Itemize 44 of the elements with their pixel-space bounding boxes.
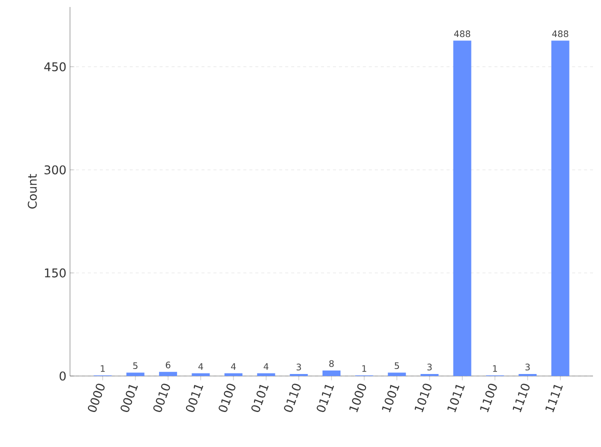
y-tick-label: 450 — [44, 62, 66, 72]
bar — [453, 40, 472, 376]
data-label: 1 — [362, 365, 366, 372]
y-tick-label: 0 — [60, 371, 66, 381]
data-label: 3 — [525, 364, 530, 370]
data-label: 5 — [394, 362, 399, 370]
data-label: 4 — [231, 363, 236, 370]
bar — [322, 370, 341, 376]
x-tick-label: 1110 — [512, 384, 530, 412]
data-label: 3 — [296, 364, 301, 370]
data-label: 1 — [100, 365, 105, 372]
bar — [388, 372, 406, 376]
data-label: 3 — [427, 364, 432, 370]
y-axis-title: Count — [28, 174, 37, 209]
bar — [257, 373, 276, 376]
x-tick-label: 0010 — [153, 384, 170, 412]
x-tick-label: 0001 — [120, 384, 138, 412]
x-tick-label: 1100 — [480, 384, 497, 412]
x-tick-label: 0000 — [88, 384, 105, 412]
data-label: 8 — [329, 360, 334, 367]
data-label: 6 — [166, 362, 170, 368]
data-label: 1 — [493, 365, 497, 372]
x-tick-label: 1011 — [447, 384, 465, 412]
y-tick-label: 150 — [44, 268, 66, 278]
data-label: 4 — [264, 363, 268, 370]
x-tick-label: 1111 — [545, 384, 563, 412]
x-tick-label: 0100 — [218, 384, 236, 412]
x-tick-label: 1010 — [414, 384, 432, 412]
data-label: 5 — [133, 362, 138, 370]
x-tick-label: 1000 — [349, 384, 366, 412]
bar — [126, 372, 144, 376]
data-label: 488 — [552, 30, 568, 38]
y-tick-label: 300 — [44, 165, 66, 174]
x-tick-label: 1001 — [382, 384, 400, 412]
bar — [159, 372, 178, 376]
x-tick-label: 0111 — [316, 384, 334, 412]
x-tick-label: 0101 — [251, 384, 269, 412]
bar — [224, 373, 242, 376]
x-tick-label: 0110 — [284, 384, 301, 412]
data-label: 4 — [198, 363, 204, 370]
x-tick-label: 0011 — [186, 384, 204, 412]
bar — [192, 373, 210, 376]
data-label: 488 — [454, 30, 470, 38]
bar — [551, 40, 570, 376]
